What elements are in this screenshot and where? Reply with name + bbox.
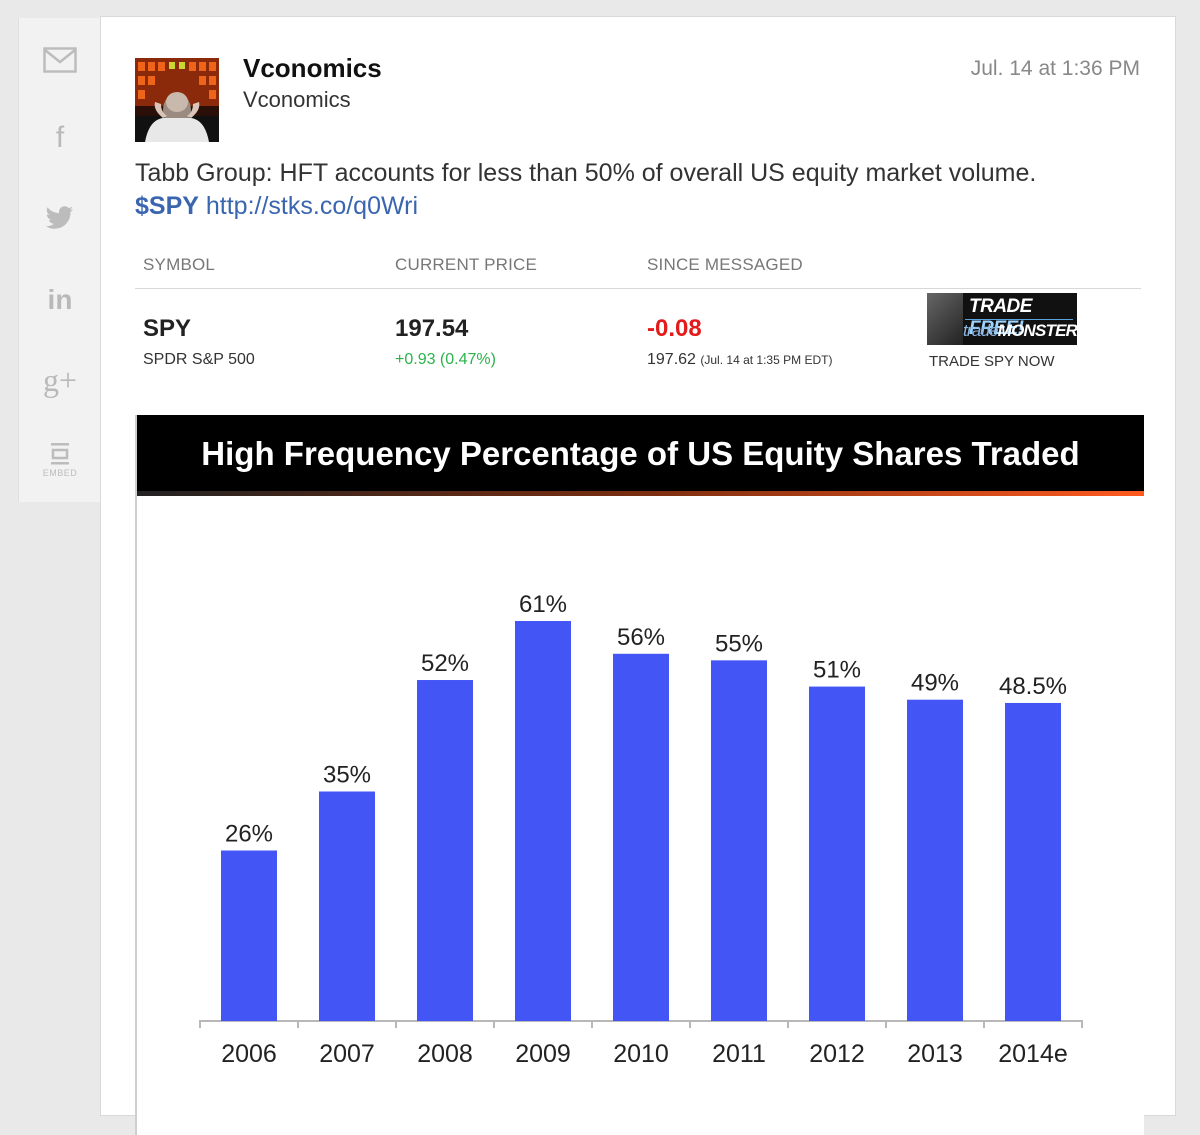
cashtag-link[interactable]: $SPY (135, 192, 199, 220)
embed-icon (51, 443, 69, 465)
avatar[interactable] (135, 58, 219, 142)
since-messaged-header: SINCE MESSAGED (647, 255, 803, 274)
chart-header-stripe (137, 491, 1144, 496)
x-tick-label-2011: 2011 (712, 1040, 766, 1068)
data-label-2010: 56% (617, 624, 665, 651)
twitter-icon (46, 206, 73, 229)
price-change: +0.93 (0.47%) (395, 351, 496, 368)
data-label-2012: 51% (813, 657, 861, 684)
data-label-2007: 35% (323, 761, 371, 788)
mail-icon (43, 47, 77, 73)
since-price-value: 197.62 (647, 351, 696, 368)
ad-brand: tradeMONSTER (963, 321, 1077, 340)
user-name[interactable]: Vconomics (243, 53, 382, 83)
ad-headline: TRADE FREE! (969, 296, 1032, 339)
message-text: Tabb Group: HFT accounts for less than 5… (135, 159, 1037, 187)
embed-button[interactable]: EMBED (19, 430, 101, 490)
bar-2013 (907, 699, 963, 1021)
chart-header (137, 415, 1144, 495)
bar-2007 (319, 791, 375, 1021)
embed-label: EMBED (42, 468, 78, 478)
bar-chart: 26% 2006 35% 2007 52% 2008 61% 2009 56% 2010 55% 20… (199, 591, 1083, 1068)
current-price-header: CURRENT PRICE (395, 255, 538, 274)
linkedin-icon: in (47, 284, 73, 315)
table-divider (135, 288, 1141, 289)
bar-2008 (417, 680, 473, 1021)
x-tick-label-2010: 2010 (613, 1040, 669, 1068)
x-tick-label-2008: 2008 (417, 1040, 473, 1068)
share-sidebar: f in g+ EMBED (18, 18, 101, 502)
message-timestamp[interactable]: Jul. 14 at 1:36 PM (970, 57, 1140, 80)
bar-2011 (711, 660, 767, 1021)
x-tick-label-2014e: 2014e (998, 1040, 1068, 1068)
google-plus-icon: g+ (42, 361, 78, 398)
message-body: Tabb Group: HFT accounts for less than 5… (135, 157, 1145, 223)
symbol-header: SYMBOL (143, 255, 216, 274)
current-price: 197.54 (395, 315, 469, 342)
facebook-share-button[interactable]: f (19, 108, 101, 168)
data-label-2014e: 48.5% (999, 673, 1067, 700)
x-tick-label-2007: 2007 (319, 1040, 375, 1068)
since-messaged-price: 197.62 (Jul. 14 at 1:35 PM EDT) (647, 351, 832, 369)
data-label-2009: 61% (519, 591, 567, 618)
ad-figure-image (927, 293, 963, 345)
user-handle[interactable]: Vconomics (243, 87, 351, 112)
chart-image[interactable]: High Frequency Percentage of US Equity S… (135, 415, 1144, 1135)
short-url-link[interactable]: http://stks.co/q0Wri (205, 192, 418, 220)
bar-2014e (1005, 702, 1061, 1021)
x-tick-label-2013: 2013 (907, 1040, 963, 1068)
since-messaged-change: -0.08 (647, 315, 702, 342)
x-tick-label-2012: 2012 (809, 1040, 865, 1068)
x-tick-label-2009: 2009 (515, 1040, 571, 1068)
since-price-time: (Jul. 14 at 1:35 PM EDT) (700, 353, 833, 367)
mail-share-button[interactable] (19, 30, 101, 90)
message-card: Vconomics Vconomics Jul. 14 at 1:36 PM T… (100, 16, 1176, 1135)
bar-2010 (613, 653, 669, 1021)
trademonster-ad-banner[interactable]: TRADE FREE! tradeMONSTER (927, 293, 1077, 345)
avatar-image (135, 58, 219, 142)
data-label-2011: 55% (715, 630, 763, 657)
bar-2009 (515, 621, 571, 1021)
symbol-name: SPDR S&P 500 (143, 351, 255, 368)
google-plus-share-button[interactable]: g+ (19, 350, 101, 410)
bar-2012 (809, 686, 865, 1021)
trade-spy-now-link[interactable]: TRADE SPY NOW (929, 353, 1055, 370)
symbol-ticker[interactable]: SPY (143, 315, 192, 342)
data-label-2013: 49% (911, 670, 959, 697)
data-label-2008: 52% (421, 650, 469, 677)
ad-divider (965, 319, 1073, 320)
x-tick-label-2006: 2006 (221, 1040, 277, 1068)
bar-2006 (221, 850, 277, 1021)
twitter-share-button[interactable] (19, 188, 101, 248)
facebook-icon: f (55, 121, 65, 154)
data-label-2006: 26% (225, 821, 273, 848)
linkedin-share-button[interactable]: in (19, 270, 101, 330)
chart-title: High Frequency Percentage of US Equity S… (201, 435, 1080, 472)
